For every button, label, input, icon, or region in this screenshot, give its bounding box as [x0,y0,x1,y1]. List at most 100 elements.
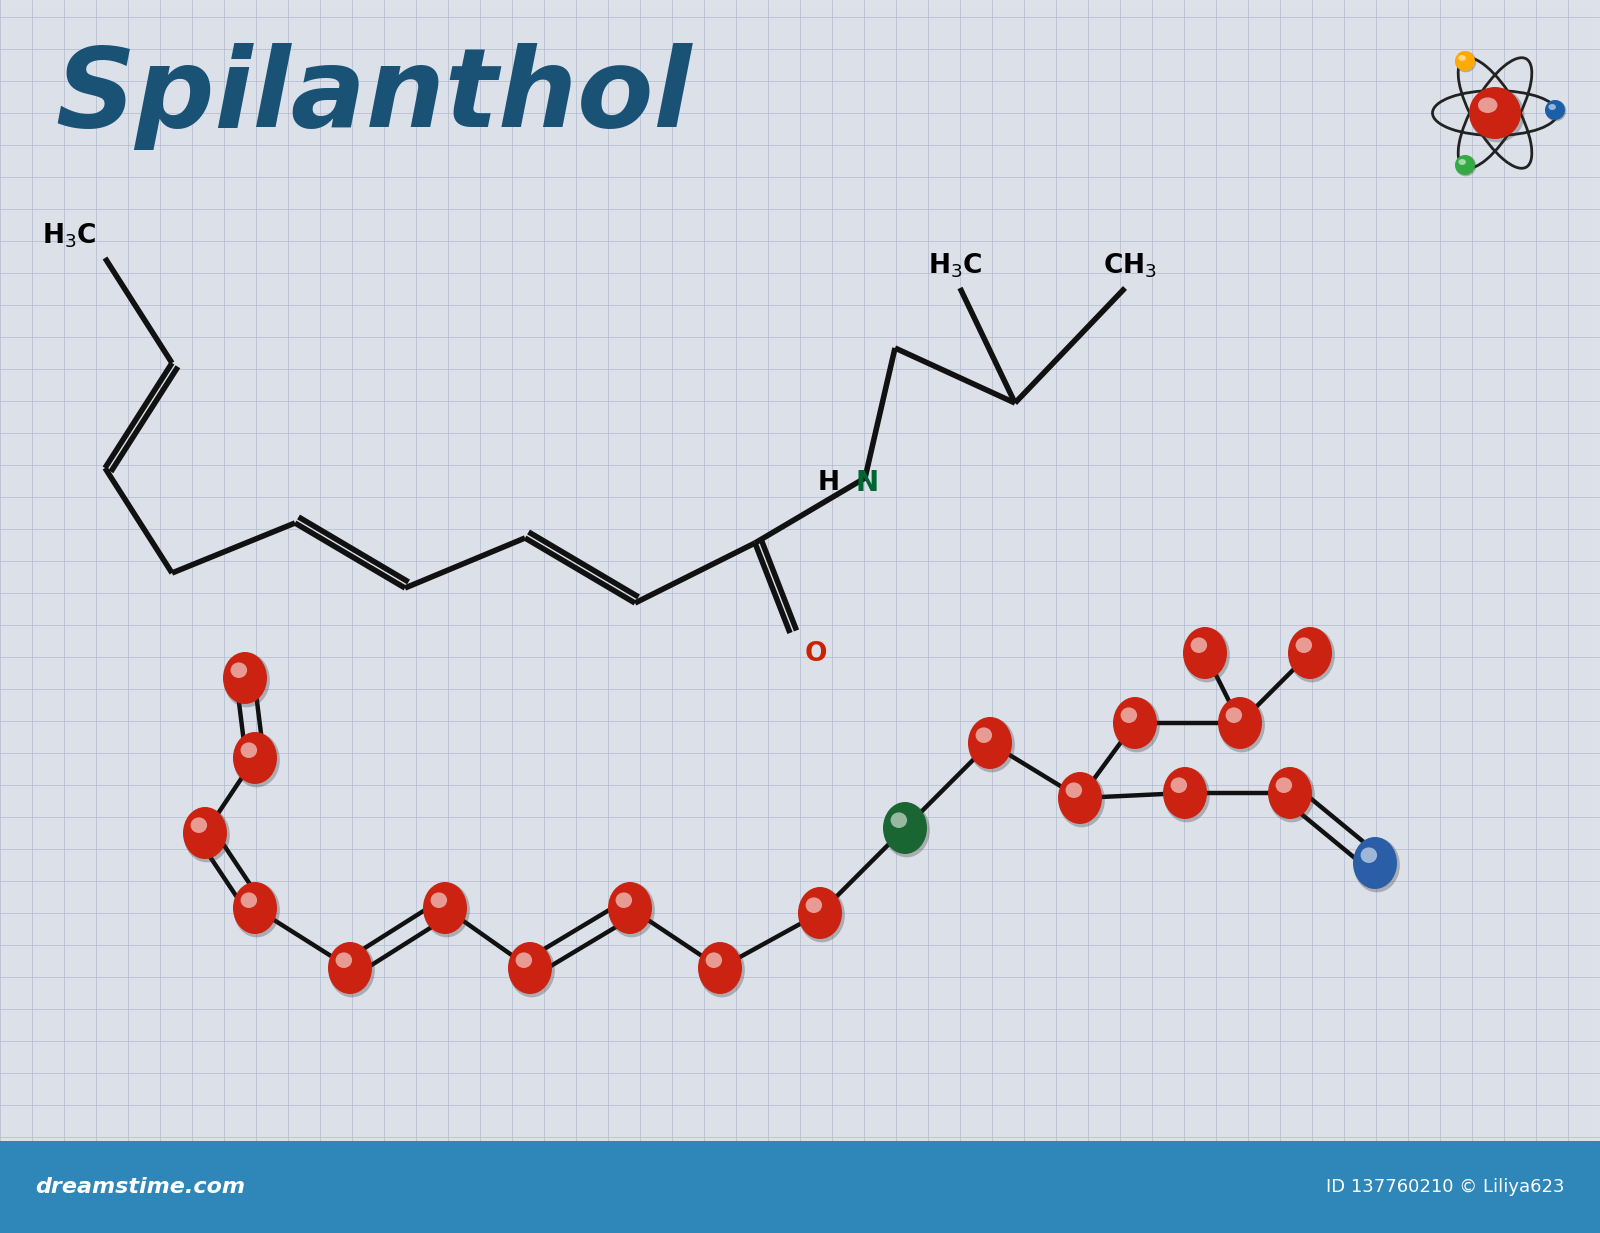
Bar [261,201,1339,1032]
Ellipse shape [1469,88,1522,139]
Ellipse shape [798,888,845,942]
Bar [429,330,1171,903]
Bar [149,115,1451,1118]
Ellipse shape [1267,767,1312,819]
Bar [485,374,1115,859]
Bar [280,216,1320,1017]
Bar [531,409,1069,824]
Bar [205,158,1395,1075]
Bar [458,353,1142,880]
Ellipse shape [1459,55,1466,60]
Ellipse shape [1171,777,1187,793]
Ellipse shape [234,883,280,937]
Ellipse shape [1549,104,1555,110]
Ellipse shape [1059,773,1106,827]
Bar [83,64,1517,1169]
Bar [392,302,1208,931]
Bar [326,252,1274,981]
Bar [373,287,1227,946]
Bar [494,381,1106,852]
Ellipse shape [883,801,926,854]
Ellipse shape [1454,51,1475,72]
Bar [523,403,1077,830]
Ellipse shape [240,893,258,907]
Ellipse shape [509,942,552,994]
Ellipse shape [422,882,467,935]
Ellipse shape [1296,637,1312,653]
Ellipse shape [968,718,1013,769]
Bar [411,317,1189,916]
Ellipse shape [509,943,555,997]
Bar [336,259,1264,974]
Ellipse shape [968,718,1014,772]
Ellipse shape [234,732,280,788]
Ellipse shape [1546,100,1566,121]
Bar [195,150,1405,1083]
Ellipse shape [1184,628,1230,682]
Ellipse shape [1182,628,1227,679]
Ellipse shape [1360,847,1378,863]
Bar [467,360,1133,873]
Bar [93,72,1507,1161]
Bar [214,165,1386,1068]
Bar [477,367,1123,867]
Ellipse shape [1459,159,1466,165]
Ellipse shape [184,808,230,862]
Ellipse shape [891,813,907,829]
Text: ID 137760210 © Liliya623: ID 137760210 © Liliya623 [1326,1178,1565,1196]
Bar [187,144,1413,1089]
Bar [514,396,1086,837]
Bar [131,101,1469,1132]
Ellipse shape [699,943,746,997]
Bar [224,173,1376,1060]
Ellipse shape [805,898,822,912]
Ellipse shape [1354,837,1397,889]
Text: H: H [818,470,840,496]
Ellipse shape [1219,698,1266,752]
Bar [168,129,1432,1104]
Bar [253,195,1347,1038]
Ellipse shape [1275,777,1293,793]
Ellipse shape [1114,697,1157,748]
Ellipse shape [1454,155,1475,175]
Ellipse shape [1066,783,1082,798]
Text: O: O [805,641,827,667]
Ellipse shape [1470,88,1525,142]
Ellipse shape [1120,708,1138,723]
FancyBboxPatch shape [0,1141,1600,1233]
Bar [382,295,1218,938]
Bar [438,338,1162,895]
Text: dreamstime.com: dreamstime.com [35,1178,245,1197]
Ellipse shape [1546,100,1565,120]
Ellipse shape [1288,628,1334,682]
Ellipse shape [1456,155,1477,176]
Text: Spilanthol: Spilanthol [54,43,691,150]
Ellipse shape [616,893,632,907]
Ellipse shape [230,662,246,678]
Ellipse shape [222,652,267,704]
Ellipse shape [798,887,842,940]
Bar [550,424,1050,809]
Bar [541,417,1059,816]
Ellipse shape [1058,772,1102,824]
Ellipse shape [698,942,742,994]
Bar [234,180,1366,1053]
Bar [307,237,1293,996]
Text: CH$_3$: CH$_3$ [1102,252,1157,280]
Ellipse shape [1226,708,1242,723]
Bar [317,244,1283,989]
Bar [355,274,1245,959]
Bar [560,432,1040,801]
Ellipse shape [1288,628,1331,679]
Bar [504,388,1096,845]
Ellipse shape [234,732,277,784]
Ellipse shape [1354,837,1400,893]
Ellipse shape [190,817,206,834]
Ellipse shape [706,952,722,968]
Text: N: N [854,469,878,497]
Bar [112,86,1488,1147]
Bar [448,345,1152,888]
Ellipse shape [1478,97,1498,113]
Ellipse shape [976,727,992,743]
Text: H$_3$C: H$_3$C [928,252,982,280]
